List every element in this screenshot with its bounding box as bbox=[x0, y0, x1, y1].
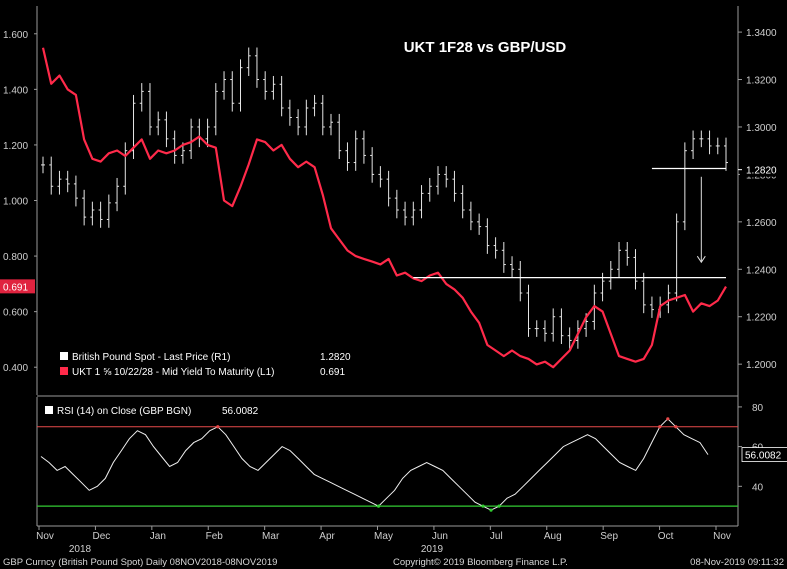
right-tick-label: 1.3200 bbox=[746, 76, 777, 87]
gbp-last-label: 1.2820 bbox=[746, 166, 777, 177]
legend-label-gbp: British Pound Spot - Last Price (R1) bbox=[72, 352, 230, 363]
rsi-overbought-point bbox=[658, 425, 662, 429]
left-tick-label: 0.400 bbox=[3, 363, 28, 374]
right-tick-label: 1.2400 bbox=[746, 265, 777, 276]
x-tick-label: Apr bbox=[319, 531, 335, 542]
left-tick-label: 1.600 bbox=[3, 30, 28, 41]
x-tick-label: Jun bbox=[432, 531, 448, 542]
right-tick-label: 1.2600 bbox=[746, 218, 777, 229]
legend-label-ukt: UKT 1 ⅝ 10/22/28 - Mid Yield To Maturity… bbox=[72, 367, 275, 378]
rsi-legend-last: 56.0082 bbox=[222, 406, 259, 417]
rsi-legend-label: RSI (14) on Close (GBP BGN) bbox=[57, 406, 191, 417]
right-tick-label: 1.3000 bbox=[746, 123, 777, 134]
legend-swatch-ukt bbox=[60, 367, 68, 375]
ukt-last-label: 0.691 bbox=[3, 282, 28, 293]
x-tick-label: Jul bbox=[490, 531, 503, 542]
annotations: 1.2820 0.691 56.0082 bbox=[0, 162, 787, 462]
ukt-yield-line bbox=[41, 47, 727, 369]
x-tick-label: Mar bbox=[262, 531, 280, 542]
legend-swatch-gbp bbox=[60, 352, 68, 360]
arrow-head bbox=[696, 255, 706, 264]
year-label: 2019 bbox=[421, 544, 444, 555]
x-tick-label: Sep bbox=[600, 531, 618, 542]
footer-left: GBP Curncy (British Pound Spot) Daily 08… bbox=[3, 557, 277, 568]
ukt-last-box bbox=[0, 279, 35, 294]
x-tick-label: Feb bbox=[206, 531, 224, 542]
chart-title: UKT 1F28 vs GBP/USD bbox=[404, 39, 567, 56]
gbp-last-box bbox=[740, 162, 784, 177]
legend-last-ukt: 0.691 bbox=[320, 367, 345, 378]
x-tick-label: Oct bbox=[658, 531, 674, 542]
rsi-overbought-point bbox=[666, 417, 670, 421]
x-tick-label: Aug bbox=[544, 531, 562, 542]
x-tick-label: Nov bbox=[713, 531, 731, 542]
series bbox=[37, 47, 738, 512]
footer-center: Copyright© 2019 Bloomberg Finance L.P. bbox=[393, 557, 568, 568]
rsi-overbought-point bbox=[216, 425, 220, 429]
rsi-oversold-point bbox=[481, 504, 485, 508]
x-tick-label: Nov bbox=[36, 531, 54, 542]
left-tick-label: 0.600 bbox=[3, 308, 28, 319]
x-tick-label: May bbox=[374, 531, 393, 542]
rsi-tick-label: 80 bbox=[752, 403, 764, 414]
legend: British Pound Spot - Last Price (R1) 1.2… bbox=[60, 352, 351, 378]
x-tick-label: Jan bbox=[150, 531, 166, 542]
rsi-tick-label: 40 bbox=[752, 482, 764, 493]
legend-last-gbp: 1.2820 bbox=[320, 352, 351, 363]
rsi-oversold-point bbox=[489, 508, 493, 512]
rsi-oversold-point bbox=[497, 504, 501, 508]
right-tick-label: 1.2200 bbox=[746, 313, 777, 324]
left-tick-label: 1.400 bbox=[3, 85, 28, 96]
right-tick-label: 1.2000 bbox=[746, 360, 777, 371]
rsi-last-label: 56.0082 bbox=[745, 451, 782, 462]
x-tick-label: Dec bbox=[93, 531, 111, 542]
left-tick-label: 0.800 bbox=[3, 252, 28, 263]
rsi-oversold-point bbox=[376, 504, 381, 508]
rsi-legend-swatch bbox=[45, 406, 53, 414]
left-tick-label: 1.000 bbox=[3, 197, 28, 208]
rsi-last-box bbox=[741, 447, 787, 462]
footer-right: 08-Nov-2019 09:11:32 bbox=[690, 557, 784, 568]
rsi-legend: RSI (14) on Close (GBP BGN) 56.0082 bbox=[45, 406, 259, 417]
axes: 0.400 0.600 0.800 1.000 1.200 1.400 1.600 1.200… bbox=[3, 6, 777, 555]
left-tick-label: 1.200 bbox=[3, 141, 28, 152]
year-label: 2018 bbox=[69, 544, 92, 555]
rsi-line bbox=[40, 418, 709, 511]
right-tick-label: 1.3400 bbox=[746, 28, 777, 39]
rsi-overbought-point bbox=[674, 425, 678, 429]
